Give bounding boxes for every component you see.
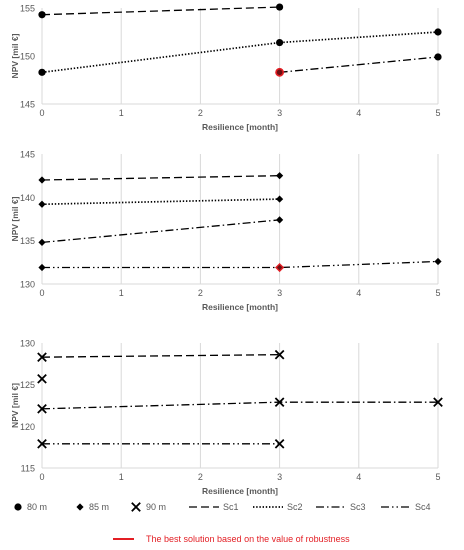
x-tick-label: 4 <box>356 472 361 482</box>
series-sc3 <box>37 397 443 414</box>
x-tick-label: 4 <box>356 288 361 298</box>
legend: 80 m 85 m 90 m Sc1 Sc2 Sc3 Sc4 The best solutio… <box>14 502 431 544</box>
data-point <box>274 438 285 449</box>
x-tick-label: 1 <box>119 472 124 482</box>
x-tick-label: 2 <box>198 108 203 118</box>
series-sc4 <box>38 257 442 273</box>
series-sc2 <box>38 195 284 208</box>
y-tick-label: 130 <box>20 280 35 290</box>
x-tick-label: 3 <box>277 288 282 298</box>
data-point <box>276 3 284 11</box>
series-line <box>41 198 280 206</box>
chart-panel-2: 0 1 2 3 4 5 130 135 140 145 Resilience [month] NPV … <box>10 150 442 312</box>
data-point <box>434 257 442 266</box>
legend-circle-marker <box>14 503 22 511</box>
series-line <box>41 354 280 358</box>
x-tick-label: 4 <box>356 108 361 118</box>
series-sc3 <box>275 53 442 77</box>
x-tick-label: 5 <box>435 108 440 118</box>
x-tick-label: 2 <box>198 472 203 482</box>
x-tick-label: 1 <box>119 108 124 118</box>
series-sc1 <box>37 349 285 363</box>
y-tick-label: 125 <box>20 380 35 390</box>
x-axis-title: Resilience [month] <box>202 122 278 132</box>
data-point <box>434 53 442 61</box>
legend-label: Sc1 <box>223 502 239 512</box>
y-tick-label: 145 <box>20 100 35 110</box>
data-point <box>276 172 284 180</box>
series-line <box>41 219 280 244</box>
y-tick-label: 115 <box>21 464 35 474</box>
y-tick-label: 145 <box>20 150 35 160</box>
x-axis-title: Resilience [month] <box>202 302 278 312</box>
y-tick-label: 130 <box>20 339 35 349</box>
data-point <box>274 349 285 360</box>
best-solution-point <box>275 67 284 77</box>
data-point <box>38 11 46 19</box>
series-extra <box>37 373 47 384</box>
data-point <box>37 403 47 414</box>
series-sc1 <box>38 3 284 19</box>
x-tick-label: 1 <box>119 288 124 298</box>
data-point <box>37 438 47 449</box>
chart-panel-1: 0 1 2 3 4 5 145 150 155 Resilience [month] NPV [mi… <box>10 3 442 132</box>
chart-panel-3: 0 1 2 3 4 5 115 120 125 130 Resilience [month] NPV … <box>10 339 443 496</box>
series-sc1 <box>38 172 284 184</box>
x-tick-label: 0 <box>39 288 44 298</box>
series-line <box>41 401 438 410</box>
legend-label: 80 m <box>27 502 47 512</box>
y-tick-label: 155 <box>20 4 35 14</box>
y-tick-label: 120 <box>20 422 35 432</box>
x-tick-label: 3 <box>277 472 282 482</box>
series-line <box>41 6 280 16</box>
x-tick-label: 5 <box>435 288 440 298</box>
y-tick-label: 150 <box>20 52 35 62</box>
data-point <box>276 216 284 224</box>
best-solution-point <box>275 262 285 273</box>
x-tick-label: 0 <box>39 108 44 118</box>
data-point <box>276 38 284 47</box>
x-tick-label: 5 <box>435 472 440 482</box>
series-sc2 <box>38 28 442 76</box>
series-line <box>42 260 439 269</box>
data-point <box>38 238 46 246</box>
y-axis-title: NPV [mil €] <box>10 196 20 241</box>
series-sc4 <box>37 438 285 449</box>
legend-label: Sc3 <box>350 502 366 512</box>
data-point <box>38 200 46 208</box>
legend-label: Sc2 <box>287 502 303 512</box>
x-axis-title: Resilience [month] <box>202 486 278 496</box>
data-point <box>276 195 284 203</box>
y-axis-title: NPV [mil €] <box>10 33 20 78</box>
y-tick-label: 135 <box>20 236 35 246</box>
legend-label: Sc4 <box>415 502 431 512</box>
y-axis-title: NPV [mil €] <box>10 383 20 428</box>
y-tick-label: 140 <box>20 193 35 203</box>
legend-x-marker <box>131 502 141 512</box>
series-line <box>41 31 439 74</box>
x-tick-label: 3 <box>277 108 282 118</box>
x-tick-label: 2 <box>198 288 203 298</box>
legend-label: 90 m <box>146 502 166 512</box>
legend-diamond-marker <box>76 503 84 511</box>
data-point <box>274 397 285 408</box>
series-line <box>279 56 439 73</box>
x-tick-label: 0 <box>39 472 44 482</box>
data-point <box>37 352 47 363</box>
data-point <box>38 68 46 76</box>
data-point <box>434 28 442 36</box>
data-point <box>433 397 443 408</box>
data-point <box>38 263 46 272</box>
series-line <box>41 175 280 181</box>
legend-label: 85 m <box>89 502 109 512</box>
legend-highlight-label: The best solution based on the value of … <box>146 534 350 544</box>
series-sc3 <box>38 216 284 246</box>
data-point <box>37 373 47 384</box>
data-point <box>38 176 46 184</box>
